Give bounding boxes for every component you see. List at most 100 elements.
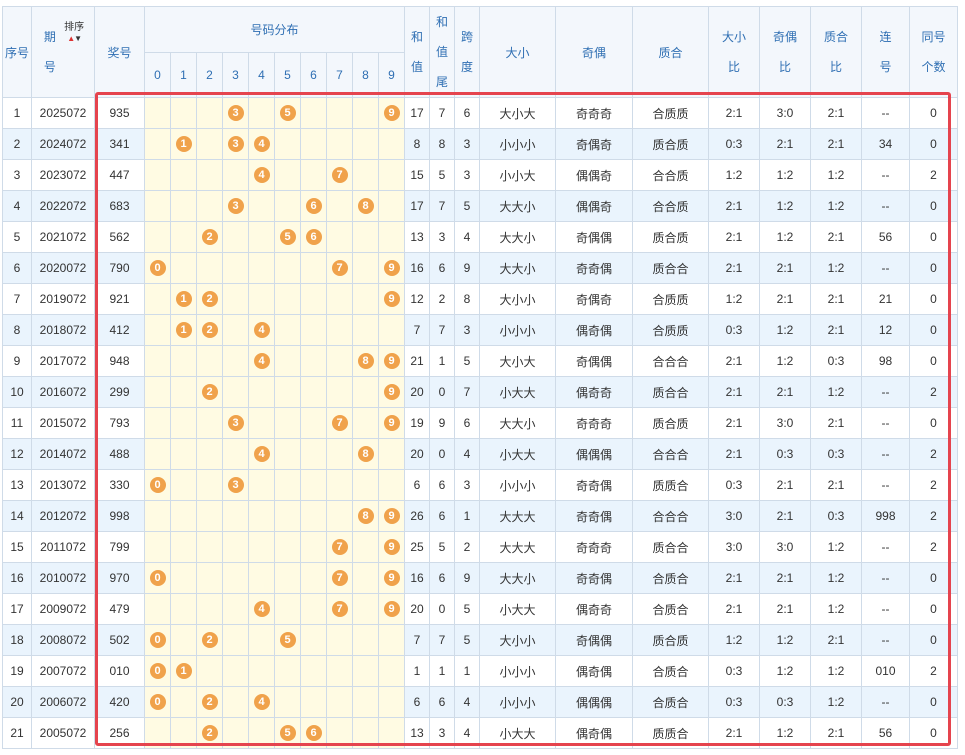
cell-size: 大大大 [479,500,556,532]
dist-cell: 2 [196,221,223,253]
dist-cell [300,159,327,191]
cell-same-count: 2 [909,655,958,687]
dist-cell: 3 [222,407,249,439]
dist-cell [300,376,327,408]
dist-cell [144,345,171,377]
dist-cell [196,593,223,625]
cell-sum-tail: 0 [429,376,455,408]
dist-cell: 2 [196,624,223,656]
table-row: 6 2020072 790 0 7 9 16 6 9 大大小 奇奇偶 质合合 2:1 2:1 1:2 -- 0 [2,252,958,284]
dist-cell [170,469,197,501]
dist-cell: 1 [170,128,197,160]
cell-size: 小小小 [479,686,556,718]
dist-cell [170,159,197,191]
cell-span: 7 [454,376,480,408]
dist-cell [222,531,249,563]
cell-prize: 341 [94,128,145,160]
dist-cell [378,624,405,656]
dist-cell: 5 [274,717,301,749]
dist-cell [300,500,327,532]
dist-cell [196,407,223,439]
header-parity-ratio: 奇偶比 [759,6,811,98]
number-ball: 5 [279,725,296,741]
dist-cell: 8 [352,345,379,377]
cell-size: 小大大 [479,717,556,749]
cell-span: 4 [454,686,480,718]
cell-size: 小小小 [479,655,556,687]
cell-parity-ratio: 2:1 [759,376,811,408]
cell-period: 2024072 [31,128,95,160]
number-ball: 2 [201,384,218,400]
dist-cell: 9 [378,562,405,594]
number-ball: 2 [201,632,218,648]
cell-same-count: 0 [909,717,958,749]
dist-cell: 3 [222,97,249,129]
number-ball: 4 [253,694,270,710]
dist-cell [300,407,327,439]
cell-prime: 合质质 [632,283,709,315]
cell-size-ratio: 2:1 [708,376,760,408]
dist-cell [274,190,301,222]
number-ball: 8 [357,198,374,214]
cell-size-ratio: 2:1 [708,345,760,377]
cell-size-ratio: 0:3 [708,128,760,160]
dist-cell [300,469,327,501]
sort-toggle[interactable]: 排序 ▲▼ [64,22,84,44]
cell-parity-ratio: 1:2 [759,624,811,656]
cell-period: 2010072 [31,562,95,594]
dist-cell [274,500,301,532]
cell-prize: 948 [94,345,145,377]
cell-size: 小小大 [479,159,556,191]
cell-prime: 质合质 [632,624,709,656]
cell-size-ratio: 3:0 [708,531,760,563]
dist-cell [300,345,327,377]
dist-cell: 8 [352,190,379,222]
cell-seq: 17 [2,593,32,625]
cell-prize: 562 [94,221,145,253]
cell-prime: 合合合 [632,438,709,470]
cell-prime-ratio: 0:3 [810,345,862,377]
cell-sum: 6 [404,686,430,718]
cell-span: 4 [454,438,480,470]
number-ball: 9 [383,601,400,617]
dist-cell: 0 [144,562,171,594]
cell-seq: 11 [2,407,32,439]
dist-cell: 9 [378,283,405,315]
dist-cell: 4 [248,128,275,160]
cell-size-ratio: 2:1 [708,717,760,749]
cell-size: 大小大 [479,97,556,129]
cell-period: 2008072 [31,624,95,656]
dist-cell [352,593,379,625]
cell-size: 小大大 [479,376,556,408]
dist-cell [274,345,301,377]
dist-cell: 0 [144,655,171,687]
cell-seq: 12 [2,438,32,470]
cell-prime: 合合合 [632,345,709,377]
cell-size: 小小小 [479,128,556,160]
cell-prime: 质合合 [632,376,709,408]
cell-parity: 奇偶奇 [555,128,633,160]
cell-span: 4 [454,221,480,253]
header-period[interactable]: 期号 排序 ▲▼ [31,6,95,98]
cell-prime: 合质合 [632,593,709,625]
table-row: 12 2014072 488 4 8 20 0 4 小大大 偶偶偶 合合合 2:1 0:3 0:3 -- 2 [2,438,958,470]
header-sum-tail: 和值尾 [429,6,455,98]
dist-cell [196,97,223,129]
cell-size: 小小小 [479,314,556,346]
cell-seq: 2 [2,128,32,160]
cell-sum: 7 [404,624,430,656]
cell-parity: 偶偶奇 [555,159,633,191]
dist-cell [170,717,197,749]
dist-cell: 9 [378,252,405,284]
dist-cell [144,190,171,222]
cell-same-count: 0 [909,190,958,222]
cell-same-count: 0 [909,562,958,594]
cell-prime-ratio: 2:1 [810,314,862,346]
dist-cell [352,376,379,408]
cell-prize: 447 [94,159,145,191]
cell-size-ratio: 2:1 [708,407,760,439]
cell-parity: 偶偶偶 [555,438,633,470]
dist-cell [248,97,275,129]
dist-cell: 3 [222,128,249,160]
cell-prize: 412 [94,314,145,346]
